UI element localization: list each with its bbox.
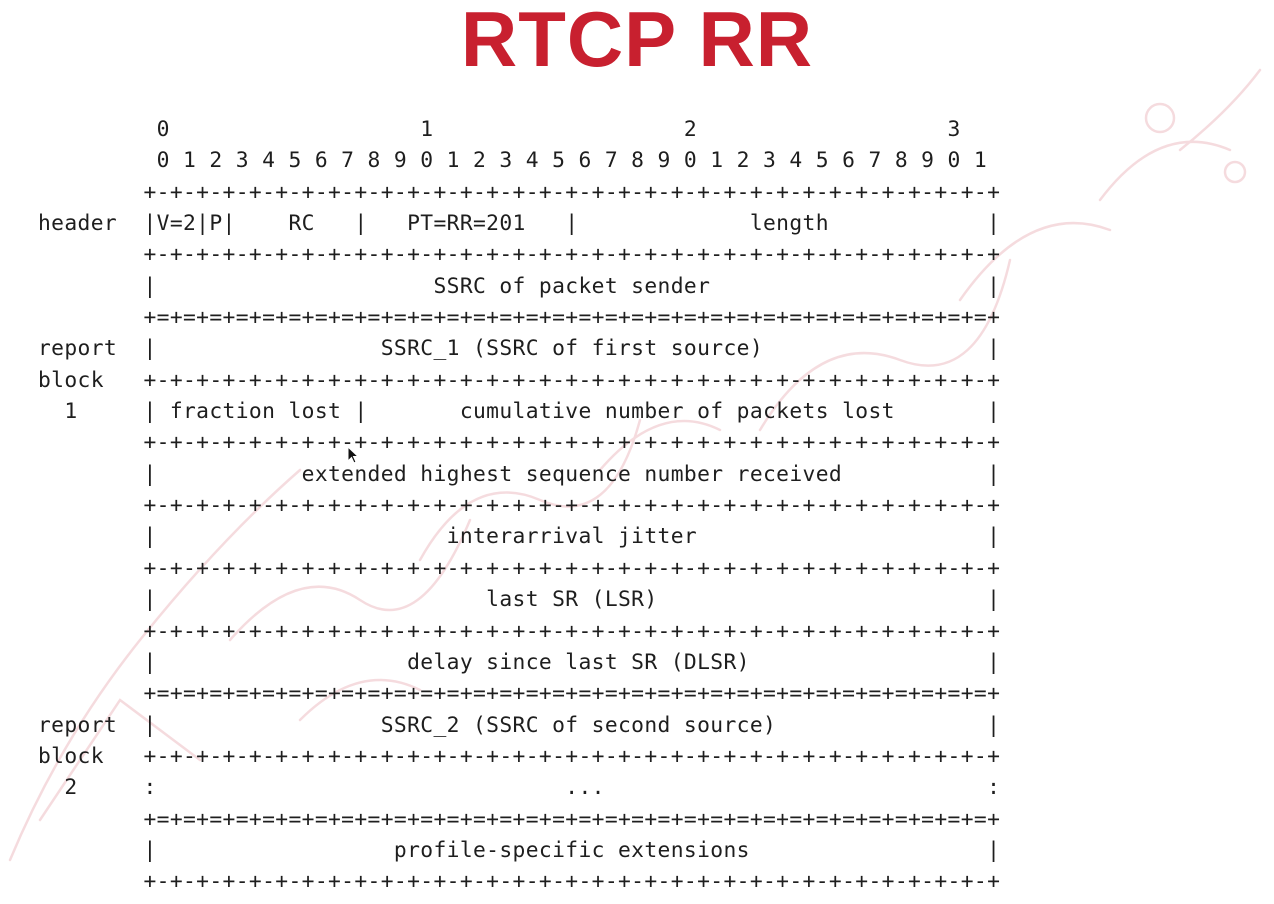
- bit-octet-index-row: 0 1 2 3: [38, 117, 961, 142]
- ellipsis-row: 2 : ... :: [38, 775, 1001, 801]
- page-title: RTCP RR: [460, 0, 814, 83]
- extended-highest-seq-row: | extended highest sequence number recei…: [38, 461, 1001, 487]
- separator-line: +-+-+-+-+-+-+-+-+-+-+-+-+-+-+-+-+-+-+-+-…: [38, 430, 1001, 456]
- bit-index-row: 0 1 2 3 4 5 6 7 8 9 0 1 2 3 4 5 6 7 8 9 …: [38, 148, 988, 174]
- separator-line: +-+-+-+-+-+-+-+-+-+-+-+-+-+-+-+-+-+-+-+-…: [38, 242, 1001, 268]
- header-row: header |V=2|P| RC | PT=RR=201 | length |: [38, 211, 1001, 237]
- separator-line: +-+-+-+-+-+-+-+-+-+-+-+-+-+-+-+-+-+-+-+-…: [38, 555, 1001, 581]
- separator-line: +-+-+-+-+-+-+-+-+-+-+-+-+-+-+-+-+-+-+-+-…: [38, 618, 1001, 644]
- ssrc-sender-row: | SSRC of packet sender |: [38, 273, 1001, 299]
- separator-line: block +-+-+-+-+-+-+-+-+-+-+-+-+-+-+-+-+-…: [38, 367, 1001, 393]
- profile-extensions-row: | profile-specific extensions |: [38, 837, 1001, 863]
- rtcp-rr-packet-diagram: 0 1 2 3 0 1 2 3 4 5 6 7 8 9 0 1 2 3 4 5 …: [38, 114, 1000, 898]
- block-separator-line: +=+=+=+=+=+=+=+=+=+=+=+=+=+=+=+=+=+=+=+=…: [38, 806, 1001, 832]
- block-separator-line: +=+=+=+=+=+=+=+=+=+=+=+=+=+=+=+=+=+=+=+=…: [38, 681, 1001, 707]
- separator-line: +-+-+-+-+-+-+-+-+-+-+-+-+-+-+-+-+-+-+-+-…: [38, 493, 1001, 519]
- last-sr-row: | last SR (LSR) |: [38, 587, 1001, 613]
- ssrc-2-row: report | SSRC_2 (SSRC of second source) …: [38, 712, 1001, 738]
- dlsr-row: | delay since last SR (DLSR) |: [38, 649, 1001, 675]
- separator-line: +-+-+-+-+-+-+-+-+-+-+-+-+-+-+-+-+-+-+-+-…: [38, 179, 1001, 205]
- block-separator-line: +=+=+=+=+=+=+=+=+=+=+=+=+=+=+=+=+=+=+=+=…: [38, 305, 1001, 331]
- mouse-pointer-icon: [347, 446, 359, 464]
- fraction-cumulative-lost-row: 1 | fraction lost | cumulative number of…: [38, 399, 1001, 425]
- separator-line: +-+-+-+-+-+-+-+-+-+-+-+-+-+-+-+-+-+-+-+-…: [38, 869, 1001, 895]
- interarrival-jitter-row: | interarrival jitter |: [38, 524, 1001, 550]
- ssrc-1-row: report | SSRC_1 (SSRC of first source) |: [38, 336, 1001, 362]
- separator-line: block +-+-+-+-+-+-+-+-+-+-+-+-+-+-+-+-+-…: [38, 743, 1001, 769]
